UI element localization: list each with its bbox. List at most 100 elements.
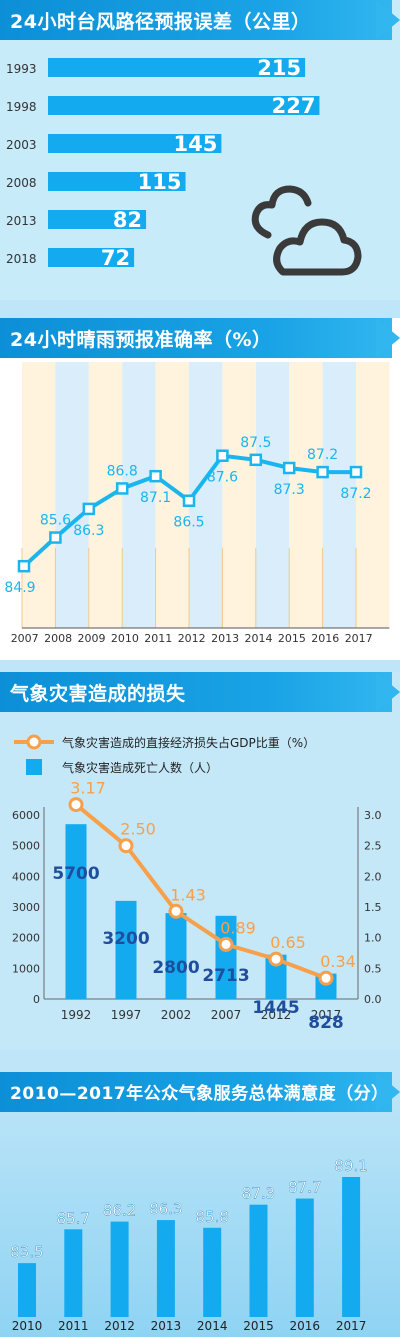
data-point: [316, 465, 329, 479]
bar: [203, 1227, 222, 1317]
bar: [165, 913, 187, 999]
bar-value-label: 87.3: [242, 1185, 275, 1203]
satisfaction-banner: [0, 1072, 392, 1112]
bar-value-label: 5700: [52, 864, 99, 884]
bar-value-label: 115: [138, 170, 182, 194]
x-tick-label: 2015: [243, 1319, 274, 1333]
gdp-value-label: 1.43: [170, 885, 206, 904]
data-point: [182, 494, 196, 507]
x-tick-label: 2017: [336, 1319, 367, 1333]
bar: [295, 1198, 314, 1317]
accuracy-banner: [0, 318, 392, 358]
disaster-combo-chart: 气象灾害造成的直接经济损失占GDP比重（%） 气象灾害造成死亡人数（人） 0 1000…: [12, 734, 382, 1033]
bar-value-label: 85.7: [57, 1209, 90, 1227]
bar-value-label: 72: [101, 246, 130, 270]
bar: [18, 1263, 36, 1317]
typhoon-banner: [0, 0, 392, 40]
satisfaction-bar-chart: 83.5 2010 85.7 2011 86.2 2012 86.3 2013 85.8 2014…: [10, 1157, 368, 1333]
x-tick-label: 2017: [311, 1008, 342, 1022]
bar-value-label: 89.1: [334, 1157, 367, 1175]
right-tick-label: 2.0: [364, 870, 382, 883]
x-tick-label: 2010: [111, 632, 139, 645]
bar-value-label: 828: [308, 1013, 344, 1033]
data-point: [49, 531, 62, 544]
bar: [115, 900, 137, 999]
bar-value-label: 2800: [152, 958, 199, 978]
x-tick-label: 2012: [178, 632, 206, 645]
bar: [48, 210, 147, 229]
x-tick-label: 2016: [311, 632, 339, 645]
accuracy-line-chart: 84.9 2007 85.6 2008 86.3 2009 86.8 2010 87.1 2011…: [4, 362, 390, 645]
data-label: 85.6: [40, 513, 71, 529]
x-tick-label: 2007: [211, 1008, 242, 1022]
data-label: 87.3: [274, 482, 305, 498]
legend-bar-swatch: [26, 759, 42, 775]
left-tick-label: 6000: [12, 809, 40, 822]
x-tick-label: 2012: [261, 1008, 292, 1022]
x-tick-label: 2013: [211, 632, 239, 645]
x-tick-label: 2011: [58, 1319, 89, 1333]
column-stripe: [122, 362, 156, 628]
bar-value-label: 86.2: [103, 1202, 136, 1220]
bar: [265, 954, 287, 999]
x-tick-label: 1997: [111, 1008, 142, 1022]
data-label: 86.3: [73, 523, 104, 539]
bar-value-label: 2713: [202, 966, 249, 986]
data-point: [17, 559, 31, 573]
column-stripe: [88, 362, 123, 628]
chart3-title: 气象灾害造成的损失: [10, 683, 186, 705]
gdp-point: [318, 970, 334, 986]
right-tick-label: 0.0: [364, 993, 382, 1006]
data-label: 87.1: [140, 490, 171, 506]
gdp-value-label: 3.17: [70, 779, 106, 798]
bar-value-label: 215: [257, 56, 301, 80]
chart4-title: 2010—2017年公众气象服务总体满意度（分）: [10, 1084, 389, 1104]
data-point: [82, 502, 96, 516]
left-tick-label: 3000: [12, 901, 40, 914]
gdp-point: [268, 951, 284, 967]
x-tick-label: 2009: [78, 632, 106, 645]
right-tick-label: 1.5: [364, 901, 382, 914]
x-tick-label: 2017: [345, 632, 373, 645]
chart1-title: 24小时台风路径预报误差（公里）: [10, 11, 311, 33]
left-tick-label: 2000: [12, 932, 40, 945]
bar: [65, 824, 87, 999]
data-point: [149, 469, 162, 483]
x-tick-label: 2013: [151, 1319, 182, 1333]
gdp-point: [218, 936, 234, 952]
x-tick-label: 2007: [11, 632, 39, 645]
left-tick-label: 4000: [12, 870, 40, 883]
bar-value-label: 83.5: [10, 1243, 43, 1261]
gdp-value-label: 0.65: [270, 933, 306, 952]
column-stripe: [255, 362, 290, 628]
gdp-point: [68, 797, 84, 813]
bar: [48, 172, 186, 191]
data-label: 87.6: [207, 470, 238, 486]
bar-value-label: 82: [113, 208, 142, 232]
loss-banner: [0, 672, 392, 712]
bar: [48, 134, 222, 153]
typhoon-error-panel: 24小时台风路径预报误差（公里） 1993 215 1998 227 2003 145 20…: [0, 0, 400, 300]
bar-category-label: 1998: [6, 100, 37, 114]
bar-category-label: 1993: [6, 62, 37, 76]
data-label: 84.9: [4, 580, 35, 596]
bar-value-label: 145: [174, 132, 218, 156]
bar-value-label: 3200: [102, 929, 149, 949]
x-tick-label: 2012: [104, 1319, 135, 1333]
forecast-accuracy-panel: 24小时晴雨预报准确率（%） 84.9 2007 85.6 2008 86.3 2009 8…: [0, 318, 400, 660]
left-tick-label: 5000: [12, 840, 40, 853]
right-tick-label: 0.5: [364, 962, 382, 975]
right-tick-label: 2.5: [364, 840, 382, 853]
bar: [48, 248, 135, 267]
bar-value-label: 86.3: [149, 1200, 182, 1218]
gdp-value-label: 0.89: [220, 918, 256, 937]
column-stripe: [55, 362, 89, 628]
bar: [64, 1229, 83, 1317]
bar: [215, 915, 237, 999]
data-label: 87.2: [307, 447, 338, 463]
data-point: [216, 449, 229, 462]
bar: [48, 96, 320, 115]
bar-value-label: 87.7: [288, 1179, 321, 1197]
disaster-loss-panel: 气象灾害造成的损失 气象灾害造成的直接经济损失占GDP比重（%） 气象灾害造成死亡…: [0, 672, 400, 1050]
x-tick-label: 2008: [44, 632, 72, 645]
